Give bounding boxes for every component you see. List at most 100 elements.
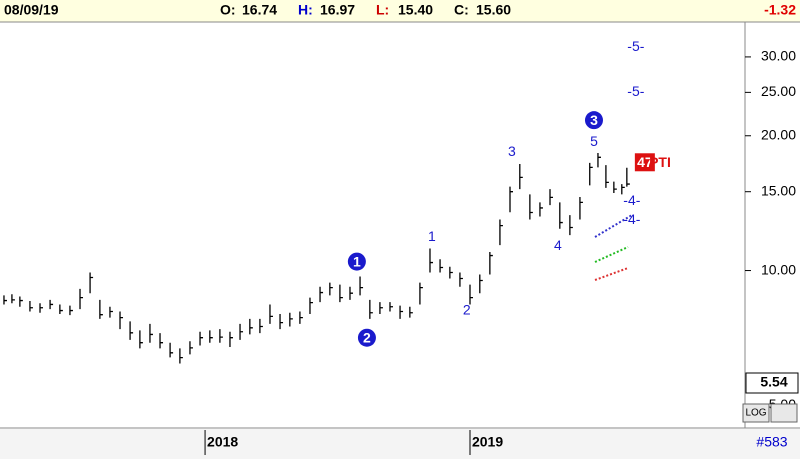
price-bar [589, 162, 593, 186]
cursor-box [745, 372, 799, 394]
price-bar [89, 272, 94, 294]
y-tick-label: 30.00 [761, 48, 796, 64]
wave-text: -5- [627, 83, 644, 99]
price-bar [359, 276, 364, 296]
date: 08/09/19 [4, 2, 59, 18]
price-bar [269, 304, 273, 324]
price-bar [559, 202, 563, 229]
price-bar [29, 301, 33, 312]
wave-text: 1 [428, 228, 436, 244]
price-bar [449, 266, 453, 279]
price-bar [613, 181, 617, 194]
cursor-price: 5.54 [760, 374, 787, 390]
green-projection [594, 246, 629, 263]
close-value: 15.60 [476, 2, 511, 18]
wave-text: -4- [623, 211, 640, 227]
price-bar [239, 323, 244, 340]
price-bar [597, 153, 601, 168]
price-bar [249, 318, 253, 335]
blue-projection [594, 214, 633, 238]
price-bar [339, 284, 343, 303]
price-bar [59, 304, 63, 314]
price-bar [499, 219, 503, 246]
wave-text: 3 [508, 143, 516, 159]
price-bar [299, 311, 303, 324]
price-bar [379, 302, 383, 314]
price-bar [289, 312, 293, 327]
low-label: L: [376, 2, 389, 18]
price-bar [219, 329, 223, 343]
wave-text: 3 [590, 112, 598, 128]
price-bar [509, 186, 514, 213]
wave-text: -4- [623, 192, 640, 208]
wave-label: 3 [508, 143, 516, 159]
wave-label: 2 [357, 328, 376, 347]
wave-label: -5- [627, 83, 644, 99]
price-bar [179, 348, 183, 364]
x-tick-label: 2018 [207, 434, 238, 450]
price-bar [229, 331, 233, 347]
pti-box [634, 153, 655, 172]
y-tick-label: 10.00 [761, 261, 796, 277]
wave-label: 4 [554, 237, 562, 253]
price-bar [621, 184, 625, 195]
price-bar [119, 311, 124, 330]
red-projection [594, 267, 629, 281]
low-value: 15.40 [398, 2, 433, 18]
price-bar [459, 272, 463, 287]
price-bar [259, 318, 263, 334]
y-tick-label: 20.00 [761, 126, 796, 142]
price-bar [69, 305, 73, 316]
price-bar [439, 259, 444, 273]
price-bar [569, 215, 573, 236]
open-label: O: [220, 2, 236, 18]
price-bar [605, 165, 609, 188]
price-bar [319, 286, 324, 303]
price-bar [49, 299, 54, 310]
price-bar [149, 323, 153, 343]
open-value: 16.74 [242, 2, 277, 18]
header-bar [0, 0, 800, 22]
wave-text: 1 [353, 253, 361, 269]
price-bar [79, 288, 84, 310]
price-bar [329, 282, 333, 296]
count-panel [745, 429, 800, 459]
log-button[interactable] [742, 403, 770, 423]
wave-label: 1 [347, 252, 366, 271]
price-bar [99, 299, 103, 319]
price-bar [159, 333, 164, 349]
close-label: C: [454, 2, 469, 18]
log-button-label[interactable]: LOG [745, 408, 766, 419]
price-bar [279, 313, 284, 330]
time-axis [0, 429, 745, 459]
price-bar [3, 295, 7, 305]
wave-text: 4 [554, 237, 562, 253]
price-bar [209, 330, 213, 343]
x-tick-label: 2019 [472, 434, 503, 450]
price-bar [389, 302, 393, 312]
price-bar [169, 342, 174, 358]
wave-circle [347, 252, 366, 271]
wave-circle [584, 111, 603, 130]
wave-text: 2 [363, 329, 371, 345]
price-bar [399, 305, 404, 319]
wave-label: 2 [463, 301, 471, 317]
bar-count: #583 [756, 434, 787, 450]
settings-button[interactable] [770, 403, 798, 423]
price-bar [529, 194, 533, 220]
wave-text: 5 [590, 133, 598, 149]
price-bar [39, 303, 44, 313]
price-bar [549, 189, 554, 206]
price-bar [139, 330, 143, 349]
wave-label: -4- [623, 192, 640, 208]
pti-value: 47 [637, 154, 653, 170]
y-tick-label: 15.00 [761, 182, 796, 198]
price-bar [489, 252, 493, 275]
change: -1.32 [764, 2, 796, 18]
price-bar [109, 306, 113, 318]
price-bar [189, 341, 193, 355]
price-bar [479, 274, 483, 294]
